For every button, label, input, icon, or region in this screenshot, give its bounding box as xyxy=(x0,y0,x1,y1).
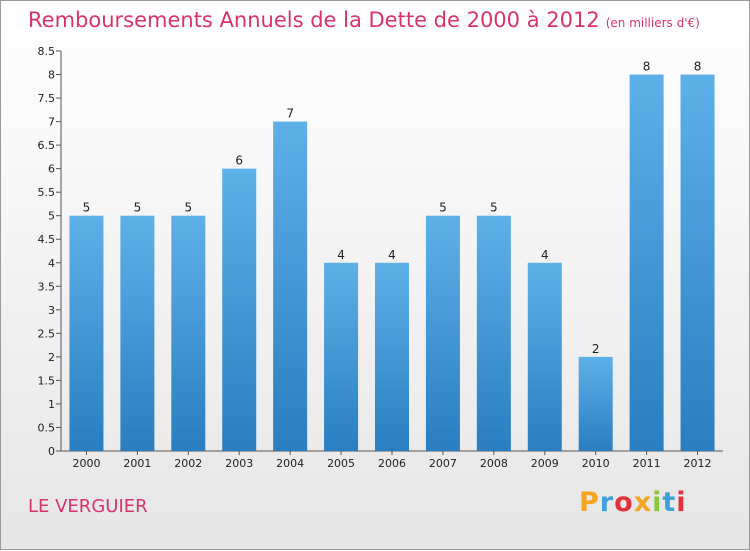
y-tick-label: 7.5 xyxy=(38,92,56,105)
y-tick-label: 2.5 xyxy=(38,327,56,340)
chart-title: Remboursements Annuels de la Dette de 20… xyxy=(28,8,700,32)
x-tick-label-2002: 2002 xyxy=(174,457,202,470)
x-tick-label-2006: 2006 xyxy=(378,457,406,470)
bars: 5 5 5 6 7 4 4 5 5 4 2 8 8 xyxy=(69,60,715,452)
y-tick-label: 3.5 xyxy=(38,280,56,293)
data-label-2003: 6 xyxy=(235,154,243,168)
y-axis: 0 0.5 1 1.5 2 2.5 3 3.5 4 4.5 5 5.5 6 6.5 7 7.5 8 8.5 xyxy=(38,45,62,458)
x-tick-label-2004: 2004 xyxy=(276,457,304,470)
bar-2011 xyxy=(629,74,664,451)
y-tick-label: 5 xyxy=(48,210,55,223)
data-label-2011: 8 xyxy=(643,60,651,74)
x-tick-label-2008: 2008 xyxy=(480,457,508,470)
proxiti-logo: Proxiti xyxy=(579,487,687,518)
y-tick-label: 1 xyxy=(48,398,55,411)
x-tick-label-2010: 2010 xyxy=(582,457,610,470)
y-tick-label: 8.5 xyxy=(38,45,56,58)
bar-2008 xyxy=(476,215,511,451)
y-tick-label: 7 xyxy=(48,116,55,129)
logo-letter: i xyxy=(676,487,687,518)
x-tick-label-2001: 2001 xyxy=(123,457,151,470)
data-label-2007: 5 xyxy=(439,201,447,215)
bar-2002 xyxy=(171,215,206,451)
commune-name: LE VERGUIER xyxy=(28,496,148,517)
data-label-2012: 8 xyxy=(694,60,702,74)
bar-2005 xyxy=(324,262,359,451)
bar-2006 xyxy=(375,262,409,451)
bar-2001 xyxy=(120,215,155,451)
data-label-2010: 2 xyxy=(592,342,600,356)
y-tick-label: 8 xyxy=(48,69,55,82)
logo-letter: o xyxy=(614,487,634,518)
y-tick-label: 0 xyxy=(48,445,55,458)
data-label-2008: 5 xyxy=(490,201,498,215)
x-axis: 2000 2001 2002 2003 2004 2005 2006 2007 2008 2009… xyxy=(61,450,723,470)
bar-2000 xyxy=(69,215,104,451)
logo-letter: r xyxy=(599,487,615,518)
x-tick-label-2005: 2005 xyxy=(327,457,355,470)
y-tick-label: 1.5 xyxy=(38,374,56,387)
y-tick-label: 0.5 xyxy=(38,421,56,434)
logo-letter: x xyxy=(633,487,653,518)
data-label-2005: 4 xyxy=(337,248,345,262)
bar-2004 xyxy=(273,121,308,452)
logo-letter: P xyxy=(579,487,600,518)
y-tick-label: 5.5 xyxy=(38,186,56,199)
x-tick-label-2000: 2000 xyxy=(72,457,100,470)
bar-2003 xyxy=(222,168,257,451)
data-label-2009: 4 xyxy=(541,248,549,262)
y-tick-label: 2 xyxy=(48,351,55,364)
data-label-2002: 5 xyxy=(184,201,192,215)
logo-letter: t xyxy=(662,487,677,518)
bar-2007 xyxy=(425,215,460,451)
y-tick-label: 4.5 xyxy=(38,233,56,246)
bar-2009 xyxy=(527,262,562,451)
chart-title-text: Remboursements Annuels de la Dette de 20… xyxy=(28,8,600,32)
y-tick-label: 3 xyxy=(48,304,55,317)
y-tick-label: 6.5 xyxy=(38,139,56,152)
x-tick-label-2012: 2012 xyxy=(684,457,712,470)
data-label-2004: 7 xyxy=(286,107,294,121)
x-tick-label-2003: 2003 xyxy=(225,457,253,470)
data-label-2001: 5 xyxy=(134,201,142,215)
bar-2010 xyxy=(578,356,613,451)
bar-2012 xyxy=(680,74,715,451)
x-tick-label-2007: 2007 xyxy=(429,457,457,470)
x-tick-label-2009: 2009 xyxy=(531,457,559,470)
y-tick-label: 4 xyxy=(48,257,55,270)
x-tick-label-2011: 2011 xyxy=(633,457,661,470)
data-label-2000: 5 xyxy=(83,201,91,215)
logo-letter: i xyxy=(652,487,663,518)
y-tick-label: 6 xyxy=(48,163,55,176)
data-label-2006: 4 xyxy=(388,248,396,262)
chart-unit: (en milliers d'€) xyxy=(605,16,700,30)
